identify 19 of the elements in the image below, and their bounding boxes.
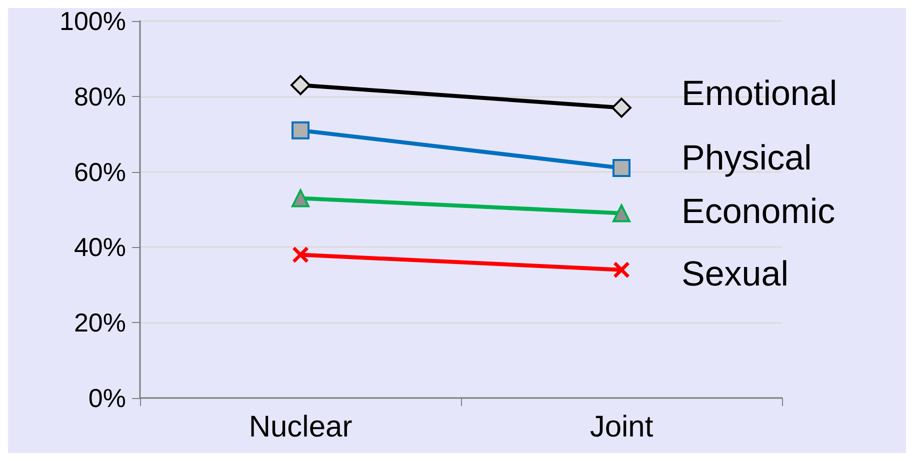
y-tick-label: 40% [74, 232, 126, 262]
point [614, 262, 630, 278]
point [612, 159, 630, 178]
point [292, 246, 308, 263]
series-label: Sexual [682, 254, 789, 294]
point [292, 121, 310, 140]
point [612, 98, 632, 118]
point [290, 75, 310, 96]
y-tick-label: 80% [74, 81, 126, 112]
series-label: Emotional [682, 74, 838, 114]
series-label: Physical [682, 138, 812, 178]
series-label: Economic [682, 192, 836, 231]
y-tick-label: 0% [88, 383, 126, 413]
y-tick-label: 20% [74, 308, 126, 338]
x-tick-label: Nuclear [248, 410, 352, 444]
y-tick-label: 100% [60, 6, 126, 36]
y-tick-label: 60% [74, 156, 126, 187]
point [292, 189, 310, 208]
x-tick-label: Joint [590, 410, 654, 444]
